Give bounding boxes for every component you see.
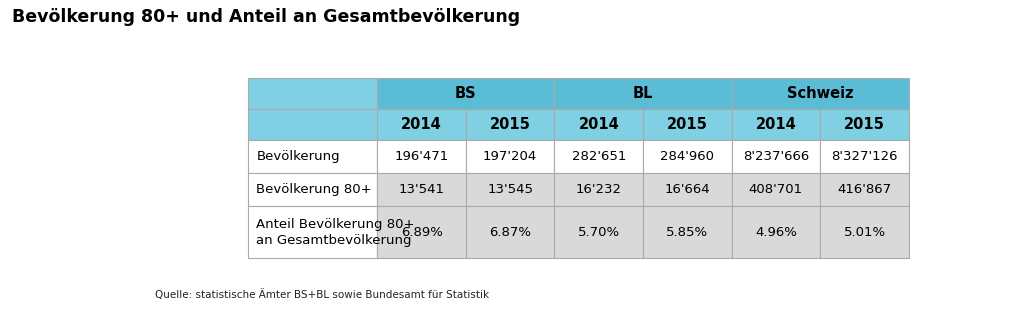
Bar	[820, 173, 908, 207]
Bar	[465, 140, 554, 173]
Text: 408'701: 408'701	[749, 183, 803, 196]
Text: Bevölkerung 80+ und Anteil an Gesamtbevölkerung: Bevölkerung 80+ und Anteil an Gesamtbevö…	[12, 8, 521, 26]
Text: 416'867: 416'867	[838, 183, 892, 196]
Bar	[377, 140, 465, 173]
Bar	[643, 140, 731, 173]
Text: 2014: 2014	[401, 117, 442, 132]
Text: 5.01%: 5.01%	[843, 226, 886, 239]
Bar	[554, 109, 643, 140]
Bar	[731, 173, 820, 207]
Bar	[820, 140, 908, 173]
Text: 6.89%: 6.89%	[401, 226, 443, 239]
Bar	[643, 109, 731, 140]
Bar	[554, 173, 643, 207]
Bar	[377, 78, 554, 109]
Text: 5.70%: 5.70%	[578, 226, 620, 239]
Bar	[465, 109, 554, 140]
Bar	[377, 109, 465, 140]
Text: Bevölkerung: Bevölkerung	[257, 150, 340, 163]
Text: Anteil Bevölkerung 80+
an Gesamtbevölkerung: Anteil Bevölkerung 80+ an Gesamtbevölker…	[257, 218, 414, 247]
Text: 197'204: 197'204	[483, 150, 537, 163]
Bar	[249, 109, 377, 140]
Bar	[249, 140, 377, 173]
Text: 8'237'666: 8'237'666	[743, 150, 809, 163]
Text: 2014: 2014	[578, 117, 619, 132]
Bar	[554, 207, 643, 258]
Bar	[554, 140, 643, 173]
Bar	[643, 173, 731, 207]
Text: Quelle: statistische Ämter BS+BL sowie Bundesamt für Statistik: Quelle: statistische Ämter BS+BL sowie B…	[155, 289, 490, 300]
Text: Bevölkerung 80+: Bevölkerung 80+	[257, 183, 372, 196]
Text: 8'327'126: 8'327'126	[832, 150, 898, 163]
Text: 2015: 2015	[844, 117, 885, 132]
Text: 13'541: 13'541	[399, 183, 445, 196]
Bar	[465, 207, 554, 258]
Text: 2015: 2015	[490, 117, 531, 132]
Text: 282'651: 282'651	[572, 150, 626, 163]
Bar	[465, 173, 554, 207]
Text: 284'960: 284'960	[660, 150, 714, 163]
Text: BL: BL	[633, 86, 654, 101]
Bar	[731, 109, 820, 140]
Bar	[731, 78, 908, 109]
Text: 13'545: 13'545	[487, 183, 533, 196]
Text: 2015: 2015	[667, 117, 708, 132]
Text: 4.96%: 4.96%	[755, 226, 797, 239]
Bar	[820, 109, 908, 140]
Bar	[554, 78, 731, 109]
Bar	[731, 207, 820, 258]
Bar	[377, 207, 465, 258]
Bar	[643, 207, 731, 258]
Text: 5.85%: 5.85%	[666, 226, 708, 239]
Text: 2014: 2014	[756, 117, 796, 132]
Bar	[249, 78, 377, 109]
Bar	[820, 207, 908, 258]
Text: 196'471: 196'471	[395, 150, 449, 163]
Text: BS: BS	[455, 86, 477, 101]
Bar	[249, 207, 377, 258]
Text: 16'232: 16'232	[576, 183, 622, 196]
Bar	[731, 140, 820, 173]
Text: 16'664: 16'664	[665, 183, 710, 196]
Text: Schweiz: Schweiz	[787, 86, 853, 101]
Text: 6.87%: 6.87%	[489, 226, 531, 239]
Bar	[249, 173, 377, 207]
Bar	[377, 173, 465, 207]
